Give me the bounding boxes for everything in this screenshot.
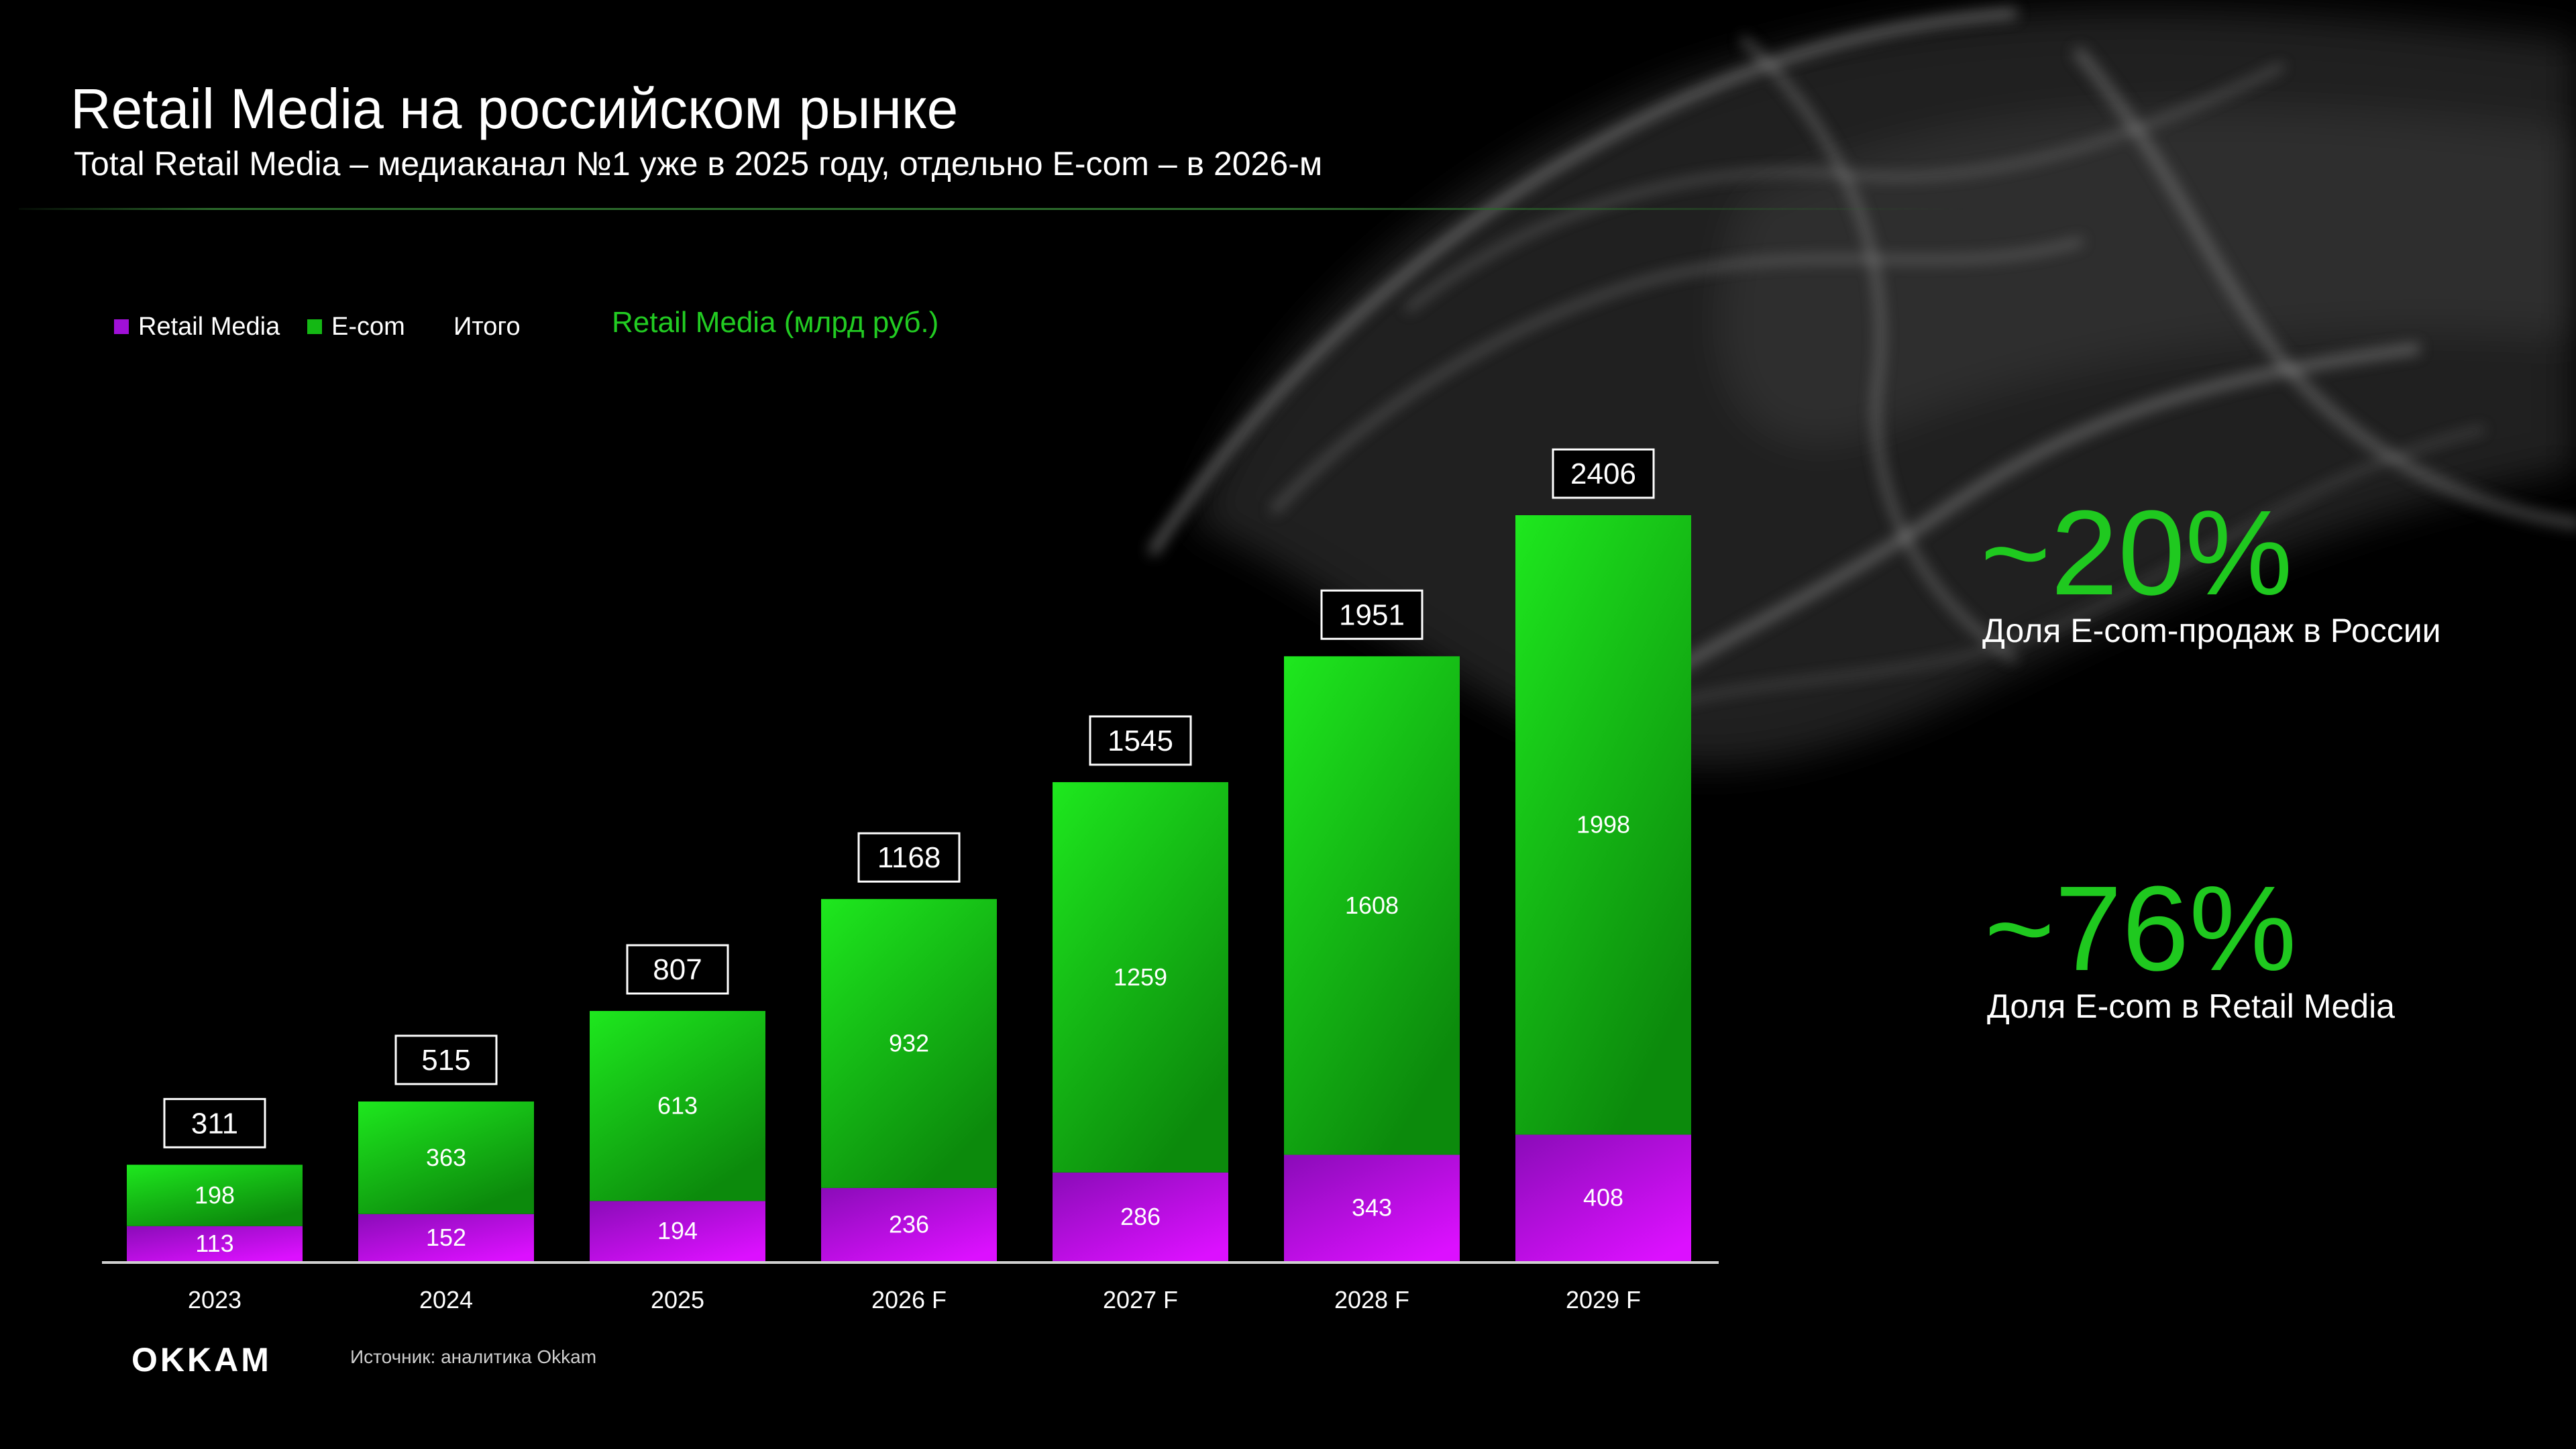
okkam-logo: OKKAM [131,1341,272,1379]
data-label-ecom: 363 [426,1144,466,1171]
legend-item-ecom: E-com [307,310,405,343]
bar-retail-media [1053,1172,1228,1261]
bar-retail-media [358,1214,534,1261]
data-label-retail-media: 343 [1352,1194,1392,1222]
total-label: 515 [421,1044,470,1077]
page-title: Retail Media на российском рынке [70,77,959,140]
stat-value-ecom-retail-media-share: ~76% [1984,861,2297,996]
x-tick-label: 2028 F [1334,1286,1409,1313]
legend-item-total: Итого [453,310,521,343]
x-tick-label: 2024 [419,1286,473,1313]
data-label-retail-media: 113 [195,1230,233,1257]
total-label: 1545 [1108,724,1173,757]
bar-ecom [1053,782,1228,1173]
total-box [163,1097,266,1148]
x-tick-label: 2023 [188,1286,241,1313]
data-label-retail-media: 152 [426,1224,466,1251]
data-label-ecom: 1259 [1114,963,1167,991]
data-label-retail-media: 194 [657,1217,698,1244]
bar-ecom [1284,656,1460,1155]
x-tick-label: 2026 F [871,1286,947,1313]
bar-ecom [821,899,997,1188]
data-label-retail-media: 286 [1120,1203,1161,1230]
data-label-ecom: 1608 [1345,892,1399,919]
data-label-ecom: 1998 [1576,811,1630,839]
bar-ecom [358,1101,534,1214]
data-label-ecom: 198 [195,1181,235,1209]
legend-swatch-ecom [307,319,322,334]
total-label: 1951 [1339,598,1405,631]
header-divider [19,208,1964,210]
bar-ecom [127,1165,303,1226]
data-label-ecom: 932 [889,1030,929,1057]
bar-retail-media [127,1226,303,1261]
total-box [394,1034,498,1085]
stat-label-ecom-retail-media-share: Доля E-com в Retail Media [1987,987,2395,1025]
legend-label-ecom: E-com [331,312,405,341]
bar-retail-media [1284,1155,1460,1261]
source-note: Источник: аналитика Okkam [350,1346,597,1367]
legend-item-retail-media: Retail Media [114,310,280,343]
bar-retail-media [821,1187,997,1261]
legend-swatch-retail-media [114,319,129,334]
total-label: 807 [653,953,702,986]
bar-ecom [1515,515,1691,1135]
chart-unit-label: Retail Media (млрд руб.) [612,306,939,339]
stat-value-ecom-sales-share: ~20% [1980,486,2293,621]
x-tick-label: 2025 [651,1286,704,1313]
stat-label-ecom-sales-share: Доля E-com-продаж в России [1982,612,2441,649]
total-box [857,832,961,883]
total-label: 311 [191,1107,238,1140]
bar-ecom [590,1011,765,1201]
total-box [1552,448,1655,499]
bar-retail-media [1515,1134,1691,1261]
total-box [1089,715,1192,766]
data-label-ecom: 613 [657,1092,698,1120]
total-box [626,944,729,995]
x-tick-label: 2029 F [1566,1286,1641,1313]
legend-label-retail-media: Retail Media [138,312,280,341]
x-tick-label: 2027 F [1103,1286,1178,1313]
bar-retail-media [590,1201,765,1261]
total-label: 1168 [877,841,941,874]
legend-label-total: Итого [453,312,521,341]
total-box [1320,589,1424,640]
data-label-retail-media: 408 [1583,1184,1623,1212]
data-label-retail-media: 236 [889,1210,929,1238]
page-subtitle: Total Retail Media – медиаканал №1 уже в… [74,145,1323,182]
total-label: 2406 [1570,458,1636,490]
